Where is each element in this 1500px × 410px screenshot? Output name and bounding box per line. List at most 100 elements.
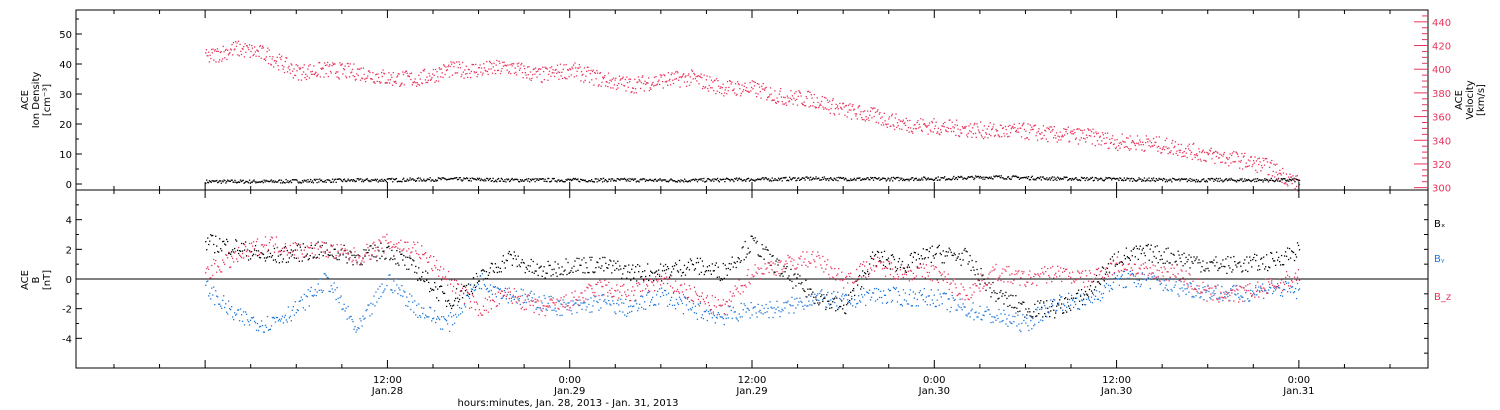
data-point [1117, 278, 1120, 280]
data-point [605, 179, 607, 182]
data-point [545, 180, 547, 183]
data-point [1080, 288, 1083, 291]
data-point [1288, 178, 1291, 180]
data-point [903, 267, 906, 269]
data-point [212, 48, 214, 50]
data-point [1247, 159, 1250, 161]
data-point [1105, 282, 1108, 285]
data-point [634, 271, 636, 274]
data-point [957, 128, 959, 130]
data-point [955, 134, 957, 136]
data-point [634, 300, 636, 302]
data-point [370, 78, 372, 80]
data-point [1246, 166, 1248, 168]
data-point [1217, 152, 1219, 154]
data-point [623, 267, 625, 270]
data-point [970, 175, 972, 178]
data-point [287, 306, 290, 308]
data-point [665, 81, 667, 83]
data-point [730, 83, 732, 85]
data-point [742, 179, 744, 182]
data-point [765, 303, 767, 306]
data-point [1222, 181, 1224, 183]
data-point [517, 299, 519, 301]
data-point [434, 81, 436, 83]
data-point [1004, 125, 1007, 128]
data-point [1102, 179, 1105, 182]
data-point [1161, 258, 1163, 260]
data-point [641, 306, 643, 309]
data-point [328, 179, 330, 181]
data-point [810, 288, 812, 290]
data-point [882, 122, 884, 124]
data-point [794, 298, 796, 300]
data-point [406, 268, 408, 270]
data-point [713, 314, 715, 317]
data-point [455, 288, 458, 290]
data-point [386, 82, 389, 84]
data-point [740, 178, 742, 180]
data-point [824, 296, 826, 298]
data-point [248, 179, 251, 181]
data-point [496, 271, 499, 274]
data-point [1291, 286, 1294, 288]
data-point [967, 176, 970, 178]
data-point [214, 49, 216, 51]
data-point [677, 271, 680, 273]
data-point [474, 72, 476, 74]
data-point [1183, 150, 1185, 153]
data-point [974, 177, 976, 179]
data-point [210, 48, 213, 51]
data-point [311, 247, 313, 249]
data-point [387, 246, 389, 248]
data-point [735, 94, 737, 96]
data-point [505, 259, 507, 261]
data-point [776, 97, 778, 99]
data-point [663, 179, 665, 181]
data-point [914, 177, 917, 180]
data-point [890, 115, 893, 117]
data-point [1053, 298, 1055, 301]
data-point [664, 263, 667, 266]
data-point [276, 181, 278, 183]
data-point [726, 177, 728, 179]
data-point [494, 69, 496, 72]
data-point [321, 67, 324, 69]
data-point [314, 72, 316, 75]
data-point [1012, 175, 1014, 177]
data-point [1066, 298, 1069, 300]
data-point [394, 81, 396, 83]
data-point [929, 129, 931, 131]
data-point [439, 328, 442, 330]
data-point [976, 176, 979, 178]
data-point [1074, 297, 1077, 299]
data-point [471, 292, 474, 295]
data-point [800, 283, 802, 285]
data-point [990, 135, 992, 137]
data-point [510, 63, 513, 65]
data-point [874, 253, 877, 256]
data-point [790, 89, 792, 92]
data-point [984, 136, 986, 138]
data-point [439, 318, 441, 321]
data-point [785, 176, 787, 179]
data-point [248, 324, 251, 326]
data-point [369, 315, 371, 317]
data-point [1221, 265, 1223, 268]
data-point [598, 180, 600, 182]
data-point [1228, 165, 1230, 167]
data-point [853, 108, 856, 110]
data-point [401, 253, 403, 255]
data-point [990, 296, 992, 298]
data-point [828, 100, 831, 102]
data-point [340, 295, 342, 297]
data-point [864, 272, 867, 275]
data-point [465, 284, 468, 287]
data-point [658, 179, 660, 181]
data-point [568, 178, 570, 180]
data-point [580, 302, 582, 304]
data-point [928, 178, 930, 181]
data-point [402, 178, 404, 181]
data-point [1180, 178, 1182, 181]
data-point [625, 265, 627, 267]
